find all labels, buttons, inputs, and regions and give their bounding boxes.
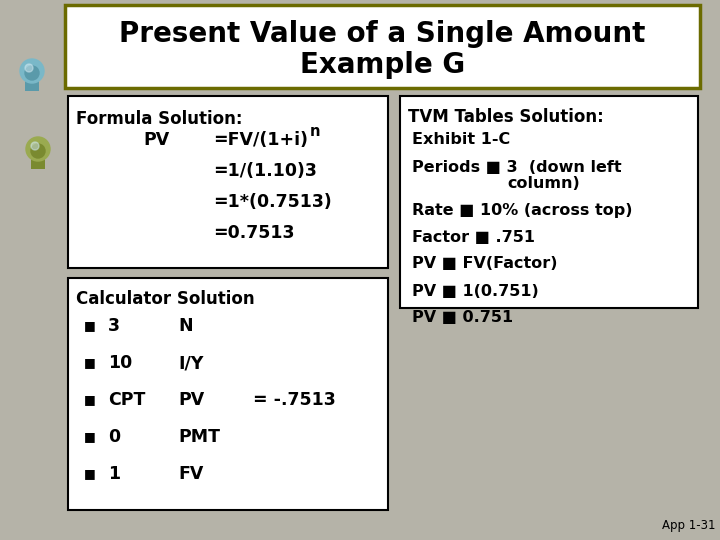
Circle shape	[25, 66, 39, 80]
Text: TVM Tables Solution:: TVM Tables Solution:	[408, 108, 604, 126]
Text: PV ■ 0.751: PV ■ 0.751	[412, 310, 513, 326]
Text: N: N	[178, 317, 193, 335]
Circle shape	[25, 64, 33, 72]
Text: Calculator Solution: Calculator Solution	[76, 290, 255, 308]
Text: I/Y: I/Y	[178, 354, 203, 372]
Text: 1: 1	[108, 465, 120, 483]
FancyBboxPatch shape	[25, 73, 39, 91]
Circle shape	[31, 142, 39, 150]
Text: PV ■ 1(0.751): PV ■ 1(0.751)	[412, 284, 539, 299]
Text: Formula Solution:: Formula Solution:	[76, 110, 243, 128]
Text: column): column)	[507, 176, 580, 191]
Text: PV: PV	[178, 391, 204, 409]
Text: PMT: PMT	[178, 428, 220, 446]
Text: ■: ■	[84, 468, 96, 481]
FancyBboxPatch shape	[68, 278, 388, 510]
FancyBboxPatch shape	[68, 96, 388, 268]
Text: =1*(0.7513): =1*(0.7513)	[213, 193, 332, 211]
FancyBboxPatch shape	[65, 5, 700, 88]
FancyBboxPatch shape	[31, 151, 45, 169]
Circle shape	[26, 137, 50, 161]
Text: Exhibit 1-C: Exhibit 1-C	[412, 132, 510, 147]
Text: Factor ■ .751: Factor ■ .751	[412, 230, 535, 245]
Text: ■: ■	[84, 320, 96, 333]
Text: FV: FV	[178, 465, 203, 483]
Text: = -.7513: = -.7513	[253, 391, 336, 409]
Circle shape	[31, 144, 45, 158]
Text: ■: ■	[84, 356, 96, 369]
Text: n: n	[310, 124, 320, 138]
Text: 0: 0	[108, 428, 120, 446]
Text: App 1-31: App 1-31	[662, 519, 715, 532]
Text: =1/(1.10)3: =1/(1.10)3	[213, 162, 317, 180]
Text: Periods ■ 3  (down left: Periods ■ 3 (down left	[412, 159, 621, 174]
Text: PV ■ FV(Factor): PV ■ FV(Factor)	[412, 256, 557, 272]
Text: Present Value of a Single Amount: Present Value of a Single Amount	[120, 20, 646, 48]
Text: ■: ■	[84, 430, 96, 443]
Text: =FV/(1+i): =FV/(1+i)	[213, 131, 308, 149]
Text: ■: ■	[84, 394, 96, 407]
Text: 3: 3	[108, 317, 120, 335]
FancyBboxPatch shape	[400, 96, 698, 308]
Text: Rate ■ 10% (across top): Rate ■ 10% (across top)	[412, 202, 632, 218]
Circle shape	[20, 59, 44, 83]
Text: =0.7513: =0.7513	[213, 224, 294, 242]
Text: 10: 10	[108, 354, 132, 372]
Text: CPT: CPT	[108, 391, 145, 409]
Text: Example G: Example G	[300, 51, 465, 79]
Text: PV: PV	[143, 131, 169, 149]
